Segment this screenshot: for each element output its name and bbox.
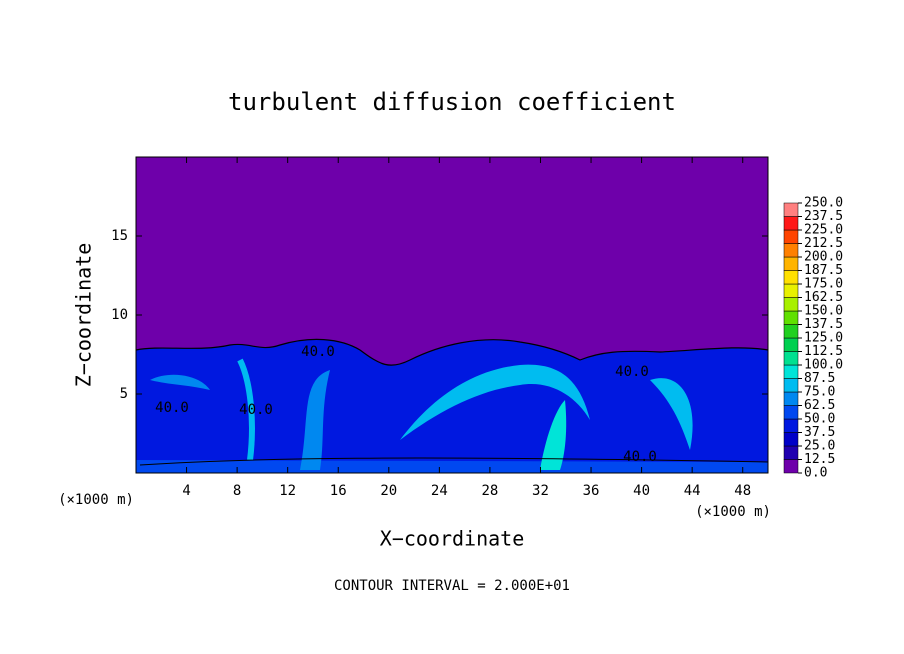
field-region xyxy=(300,370,330,470)
colorbar-bin xyxy=(783,405,799,420)
colorbar-bin xyxy=(783,270,799,285)
x-tick-label: 44 xyxy=(684,483,701,499)
colorbar-label: 100.0 xyxy=(804,358,843,373)
colorbar-bin xyxy=(783,418,799,433)
colorbar-label: 0.0 xyxy=(804,466,827,481)
colorbar-label: 12.5 xyxy=(804,452,835,467)
colorbar-label: 212.5 xyxy=(804,236,843,251)
colorbar-bin xyxy=(783,243,799,258)
colorbar-bin xyxy=(783,445,799,460)
y-tick-label: 15 xyxy=(111,228,128,244)
colorbar-label: 137.5 xyxy=(804,317,843,332)
colorbar-label: 125.0 xyxy=(804,331,843,346)
x-tick-label: 32 xyxy=(532,483,549,499)
contour-label: 40.0 xyxy=(623,449,657,465)
x-tick-label: 36 xyxy=(583,483,600,499)
contour-line xyxy=(135,338,769,366)
y-axis-label: Z−coordinate xyxy=(72,243,96,388)
colorbar-bin xyxy=(783,310,799,325)
x-tick-label: 4 xyxy=(182,483,190,499)
x-tick-label: 48 xyxy=(734,483,751,499)
colorbar-label: 162.5 xyxy=(804,290,843,305)
contour-label: 40.0 xyxy=(301,344,335,360)
colorbar-label: 225.0 xyxy=(804,223,843,238)
x-tick-label: 40 xyxy=(633,483,650,499)
colorbar-label: 75.0 xyxy=(804,385,835,400)
colorbar-label: 237.5 xyxy=(804,209,843,224)
colorbar-bin xyxy=(783,283,799,298)
y-unit-label: (×1000 m) xyxy=(58,492,134,508)
field-region xyxy=(650,378,693,450)
field-region xyxy=(150,374,210,390)
colorbar-label: 150.0 xyxy=(804,304,843,319)
colorbar-label: 187.5 xyxy=(804,263,843,278)
colorbar-bin xyxy=(783,229,799,244)
colorbar-label: 25.0 xyxy=(804,439,835,454)
x-tick-label: 12 xyxy=(279,483,296,499)
x-tick-label: 24 xyxy=(431,483,448,499)
colorbar-label: 250.0 xyxy=(804,196,843,211)
x-unit-label: (×1000 m) xyxy=(695,504,771,520)
x-tick-label: 28 xyxy=(481,483,498,499)
colorbar-label: 200.0 xyxy=(804,250,843,265)
colorbar-bin xyxy=(783,378,799,393)
field xyxy=(135,157,769,473)
contour-line xyxy=(139,457,769,466)
colorbar-bin xyxy=(783,337,799,352)
colorbar-label: 112.5 xyxy=(804,344,843,359)
colorbar-bin xyxy=(783,391,799,406)
colorbar-bin xyxy=(783,216,799,231)
contour-label: 40.0 xyxy=(615,364,649,380)
field-region xyxy=(136,460,768,473)
y-tick-label: 5 xyxy=(120,386,128,402)
x-tick-label: 20 xyxy=(380,483,397,499)
colorbar-bin xyxy=(783,256,799,271)
colorbar-bin xyxy=(783,324,799,339)
x-axis-label: X−coordinate xyxy=(380,527,525,551)
colorbar-bin xyxy=(783,202,799,217)
colorbar-bin xyxy=(783,432,799,447)
colorbar-label: 175.0 xyxy=(804,277,843,292)
colorbar-bin xyxy=(783,351,799,366)
field-region xyxy=(400,364,590,440)
y-tick-label: 10 xyxy=(111,307,128,323)
colorbar-bin xyxy=(783,364,799,379)
colorbar-label: 87.5 xyxy=(804,371,835,386)
footnote: CONTOUR INTERVAL = 2.000E+01 xyxy=(334,578,570,594)
x-tick-label: 8 xyxy=(233,483,241,499)
field-region xyxy=(237,358,255,461)
contour-label: 40.0 xyxy=(239,402,273,418)
x-tick-label: 16 xyxy=(330,483,347,499)
colorbar-bin xyxy=(783,459,799,474)
chart-title: turbulent diffusion coefficient xyxy=(228,88,676,116)
colorbar-label: 50.0 xyxy=(804,412,835,427)
colorbar-label: 37.5 xyxy=(804,425,835,440)
contour-label: 40.0 xyxy=(155,400,189,416)
colorbar-label: 62.5 xyxy=(804,398,835,413)
field-region xyxy=(540,400,567,470)
colorbar-bin xyxy=(783,297,799,312)
